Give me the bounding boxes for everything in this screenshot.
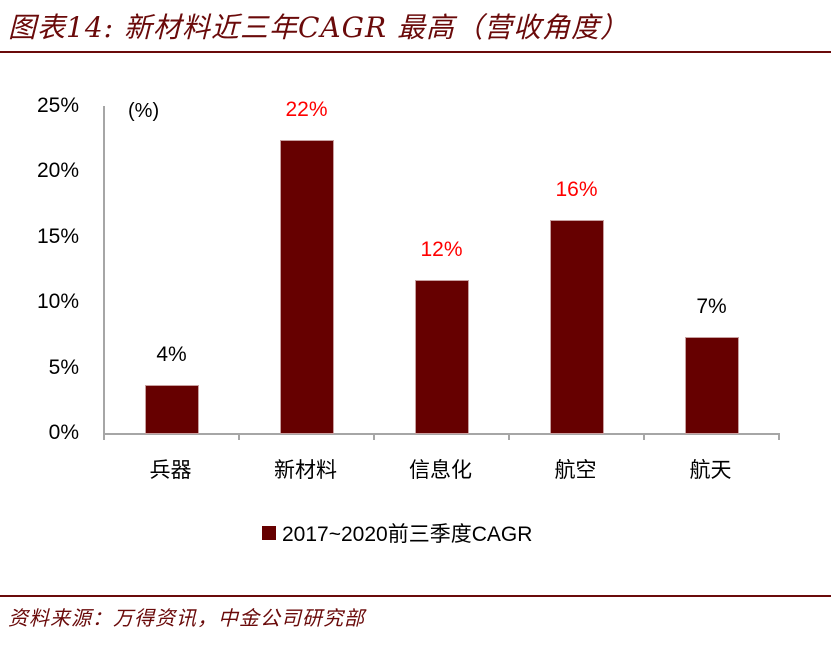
x-axis [103, 433, 780, 435]
legend: 2017~2020前三季度CAGR [262, 518, 532, 548]
x-tick-mark [238, 433, 240, 440]
x-label-hangtian: 航天 [689, 458, 732, 482]
legend-label: 2017~2020前三季度CAGR [282, 523, 533, 546]
bar [144, 385, 199, 434]
x-label-hangkong: 航空 [554, 458, 597, 482]
x-tick-mark [643, 433, 645, 440]
source-note: 资料来源：万得资讯，中金公司研究部 [8, 606, 365, 630]
y-tick-25: 25% [36, 94, 79, 117]
x-tick-mark [508, 433, 510, 440]
unit-label: (%) [128, 100, 160, 122]
data-label: 4% [156, 343, 187, 367]
bar [549, 220, 604, 434]
bar [684, 336, 739, 434]
legend-swatch-icon [262, 526, 276, 540]
x-tick-mark [778, 433, 780, 440]
y-axis [103, 106, 105, 435]
y-tick-5: 5% [48, 356, 79, 379]
y-tick-10: 10% [36, 290, 79, 313]
x-tick-mark [103, 433, 105, 440]
y-tick-15: 15% [36, 225, 79, 248]
bar [414, 280, 469, 434]
chart-title: 图表14: 新材料近三年CAGR 最高（营收角度） [8, 11, 629, 44]
x-label-xinxihua: 信息化 [409, 458, 472, 482]
x-label-xincailiao: 新材料 [274, 458, 337, 482]
x-label-bingqi: 兵器 [149, 458, 192, 482]
y-tick-20: 20% [36, 159, 79, 182]
y-tick-0: 0% [48, 421, 79, 444]
data-label: 22% [285, 98, 328, 122]
bar [279, 140, 334, 434]
x-tick-mark [373, 433, 375, 440]
top-divider [0, 51, 831, 53]
bottom-divider [0, 595, 831, 597]
data-label: 7% [696, 294, 727, 318]
data-label: 12% [420, 238, 463, 262]
data-label: 16% [555, 178, 598, 202]
